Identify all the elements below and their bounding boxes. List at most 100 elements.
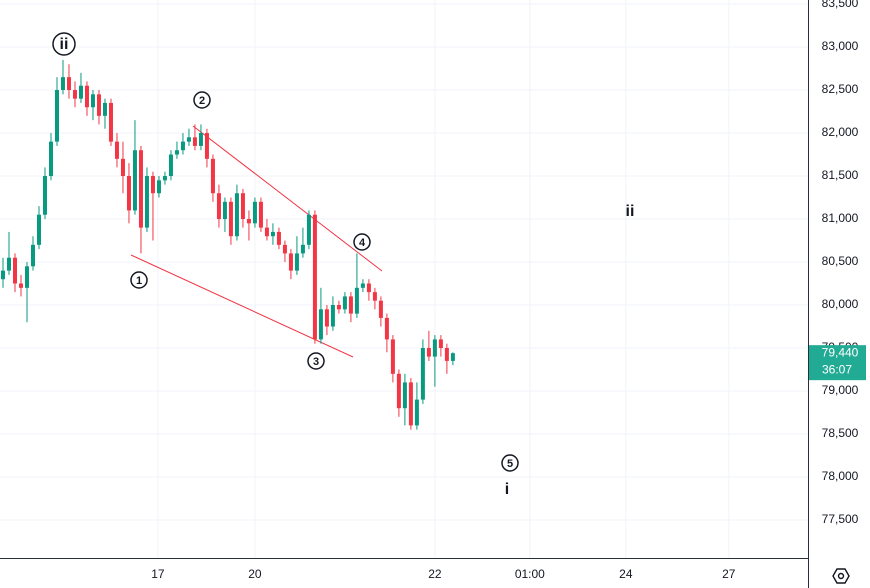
candle-body [78,85,83,99]
wave-circle [193,91,211,109]
candle-body [66,77,71,91]
wave-label: 4 [359,237,366,249]
candle-body [126,176,131,211]
candle-body [372,292,377,301]
candle-body [36,214,41,245]
candle-body [402,382,407,409]
candle-body [156,180,161,194]
candle-body [18,283,23,288]
candle-body [384,317,389,340]
candle-body [312,214,317,340]
candle-body [432,339,437,357]
candle-body [414,399,419,426]
candle-body [288,253,293,271]
wave-circle [52,32,76,56]
wave-label: 3 [313,356,319,368]
candle-body [378,300,383,318]
candle-body [390,339,395,374]
candle-body [90,94,95,108]
y-tick-label: 78,000 [822,469,859,483]
candle-body [144,176,149,228]
wave-circle [307,352,325,370]
y-tick-label: 83,500 [822,0,859,10]
candle-body [348,296,353,314]
y-tick-label: 82,500 [822,82,859,96]
candle-body [162,176,167,181]
candle-body [366,283,371,293]
candle-body [306,214,311,245]
candle-body [6,257,11,271]
candle-body [24,266,29,288]
candle-body [222,201,227,220]
candle-body [102,102,107,116]
candle-body [252,201,257,224]
candle-body [180,141,185,151]
candle-body [120,158,125,177]
candle-body [150,176,155,194]
candle-body [282,244,287,254]
candle-body [276,231,281,245]
candle-body [438,339,443,349]
candle-body [420,348,425,400]
candle-body [318,309,323,340]
candle-body [408,382,413,426]
candle-body [12,257,17,284]
candle-body [84,85,89,108]
x-tick-label: 01:00 [515,567,545,581]
candle-body [198,133,203,146]
candle-body [174,150,179,155]
candle-body [234,193,239,237]
y-tick-label: 79,000 [822,383,859,397]
candle-body [210,158,215,194]
y-tick-label: 80,500 [822,254,859,268]
candle-body [270,231,275,237]
candle-body [0,270,5,280]
candle-body [324,309,329,327]
y-tick-label: 81,000 [822,211,859,225]
candle-body [204,133,209,159]
candle-body [246,219,251,224]
wave-label: ii [626,203,635,220]
candle-body [114,141,119,159]
candle-body [354,287,359,314]
candle-body [300,244,305,254]
candle-body [30,244,35,267]
candle-body [294,253,299,271]
y-tick-label: 80,000 [822,297,859,311]
settings-icon[interactable] [832,568,850,584]
countdown-label: 36:07 [822,362,852,376]
candle-body [48,141,53,177]
wave-circle [130,271,148,289]
wave-label: 1 [136,275,142,287]
settings-hex[interactable] [832,568,850,584]
wave-circle [501,454,519,472]
candle-body [264,227,269,237]
settings-dot[interactable] [837,572,845,580]
candle-body [450,353,455,361]
wave-label: 2 [199,95,205,107]
candle-body [330,305,335,327]
candle-body [72,90,77,99]
y-tick-label: 82,000 [822,125,859,139]
candle-body [258,201,263,228]
y-tick-label: 81,500 [822,168,859,182]
x-tick-label: 24 [619,567,633,581]
candle-body [138,150,143,228]
x-tick-label: 20 [248,567,262,581]
y-tick-label: 78,500 [822,426,859,440]
candle-body [96,94,101,116]
y-tick-label: 77,500 [822,512,859,526]
candle-body [342,296,347,310]
candle-body [132,150,137,211]
candle-body [240,193,245,220]
candle-body [42,176,47,215]
trend-line [192,125,383,272]
candle-body [360,283,365,288]
wave-label: 5 [507,458,513,470]
candle-body [108,102,113,142]
y-tick-label: 83,000 [822,39,859,53]
candle-body [336,305,341,310]
candle-body [192,137,197,146]
candle-body [444,348,449,361]
